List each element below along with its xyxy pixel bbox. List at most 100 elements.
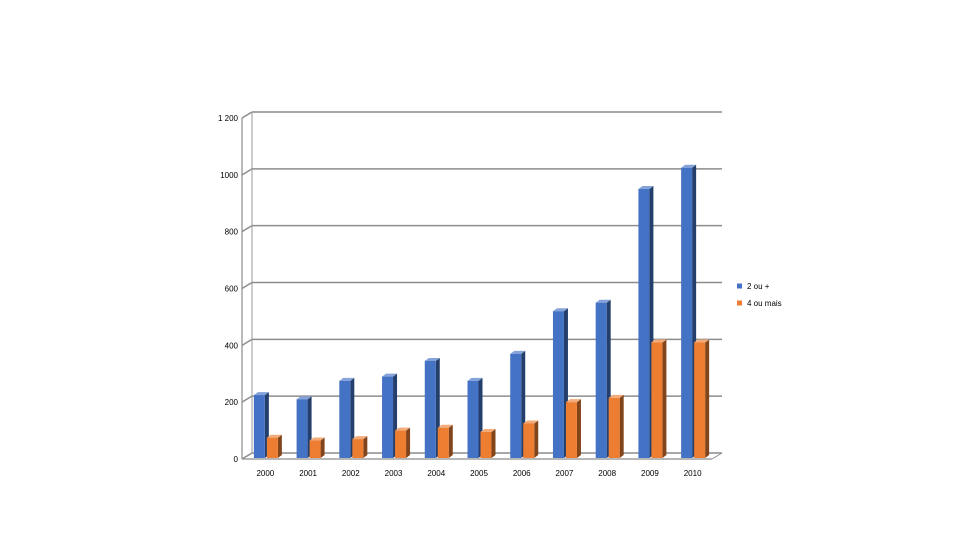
bar-top — [595, 299, 611, 303]
y-axis-tick-labels: 0 200 400 600 800 1000 1 200 — [218, 114, 239, 464]
bar-front — [608, 397, 620, 458]
legend-swatch — [737, 283, 742, 289]
bar-front — [352, 439, 364, 458]
bars — [253, 164, 710, 458]
bar-top — [651, 339, 667, 343]
x-tick-label: 2007 — [556, 469, 574, 478]
legend-entry: 4 ou mais — [737, 299, 782, 308]
bar-top — [309, 437, 325, 441]
gridline-diagonal — [241, 111, 253, 119]
y-tick-label: 0 — [234, 455, 239, 464]
y-tick-label: 800 — [225, 228, 239, 237]
bar-2-ou-mais-2002 — [339, 377, 355, 458]
x-tick-label: 2003 — [385, 469, 403, 478]
bar-4-ou-mais-2005 — [480, 429, 496, 458]
bar-top — [510, 350, 526, 354]
y-tick-label: 400 — [225, 341, 239, 350]
y-tick-label: 1000 — [220, 171, 238, 180]
gridline-diagonal — [241, 452, 253, 460]
legend-swatch — [737, 300, 742, 306]
bar-4-ou-mais-2009 — [651, 339, 667, 458]
bar-top — [253, 392, 269, 396]
x-tick-label: 2009 — [641, 469, 659, 478]
bar-2-ou-mais-2005 — [467, 377, 483, 458]
bar-front — [266, 437, 278, 458]
bar-side — [277, 434, 282, 458]
bar-4-ou-mais-2003 — [395, 427, 411, 458]
bar-side — [350, 377, 355, 458]
bar-front — [638, 189, 650, 458]
x-tick-label: 2001 — [299, 469, 317, 478]
x-tick-label: 2000 — [256, 469, 274, 478]
bar-front — [480, 432, 492, 458]
bar-top — [382, 373, 398, 377]
bar-top — [694, 339, 710, 343]
bar-2-ou-mais-2001 — [296, 396, 312, 458]
bar-front — [395, 430, 407, 458]
bar-4-ou-mais-2000 — [266, 434, 282, 458]
bar-side — [619, 394, 624, 458]
gridline-diagonal — [241, 395, 253, 403]
bar-side — [448, 424, 453, 458]
x-axis-tick-labels: 2000 2001 2002 2003 2004 2005 2006 2007 2008 2009… — [256, 469, 702, 478]
floor-edge — [711, 452, 723, 460]
gridline-diagonal — [241, 225, 253, 233]
bar-top — [296, 396, 312, 400]
bar-front — [523, 423, 535, 458]
bar-top — [424, 357, 440, 361]
bar-4-ou-mais-2001 — [309, 437, 325, 458]
bar-front — [424, 360, 436, 458]
bar-4-ou-mais-2007 — [565, 399, 581, 458]
bar-top — [565, 399, 581, 403]
bar-side — [363, 436, 368, 458]
gridline-diagonal — [241, 168, 253, 176]
bar-side — [534, 420, 539, 458]
y-tick-label: 1 200 — [218, 114, 239, 123]
bar-side — [705, 339, 710, 458]
bar-top — [266, 434, 282, 438]
bar-front — [437, 427, 449, 458]
bar-top — [437, 424, 453, 428]
y-tick-label: 600 — [225, 285, 239, 294]
bar-2-ou-mais-2009 — [638, 186, 654, 458]
x-tick-label: 2002 — [342, 469, 360, 478]
bar-top — [523, 420, 539, 424]
bar-4-ou-mais-2006 — [523, 420, 539, 458]
legend: 2 ou + 4 ou mais — [737, 282, 782, 308]
bar-front — [510, 353, 522, 458]
bar-front — [595, 302, 607, 458]
bar-top — [480, 429, 496, 433]
bar-2-ou-mais-2000 — [253, 392, 269, 458]
x-tick-label: 2006 — [513, 469, 531, 478]
bar-top — [608, 394, 624, 398]
bar-side — [491, 429, 496, 458]
x-tick-label: 2005 — [470, 469, 488, 478]
bar-top — [467, 377, 483, 381]
bar-front — [651, 342, 663, 458]
bar-2-ou-mais-2008 — [595, 299, 611, 458]
bar-front — [382, 376, 394, 458]
bar-2-ou-mais-2004 — [424, 357, 440, 458]
bar-front — [565, 402, 577, 458]
bar-4-ou-mais-2010 — [694, 339, 710, 458]
gridline-diagonal — [241, 281, 253, 290]
bar-front — [467, 380, 479, 458]
bar-side — [576, 399, 581, 458]
gridline-diagonal — [241, 338, 253, 346]
bar-2-ou-mais-2003 — [382, 373, 398, 458]
bar-top — [339, 377, 355, 381]
x-tick-label: 2004 — [427, 469, 445, 478]
bar-side — [662, 339, 667, 458]
bar-front — [309, 440, 321, 458]
bar-front — [552, 311, 564, 458]
x-tick-label: 2010 — [684, 469, 702, 478]
bar-front — [296, 399, 308, 458]
bar-side — [406, 427, 411, 458]
bar-front — [694, 342, 706, 458]
legend-entry: 2 ou + — [737, 282, 770, 291]
bar-front — [339, 380, 351, 458]
bar-front — [681, 167, 693, 458]
bar-top — [395, 427, 411, 431]
bar-4-ou-mais-2008 — [608, 394, 624, 458]
